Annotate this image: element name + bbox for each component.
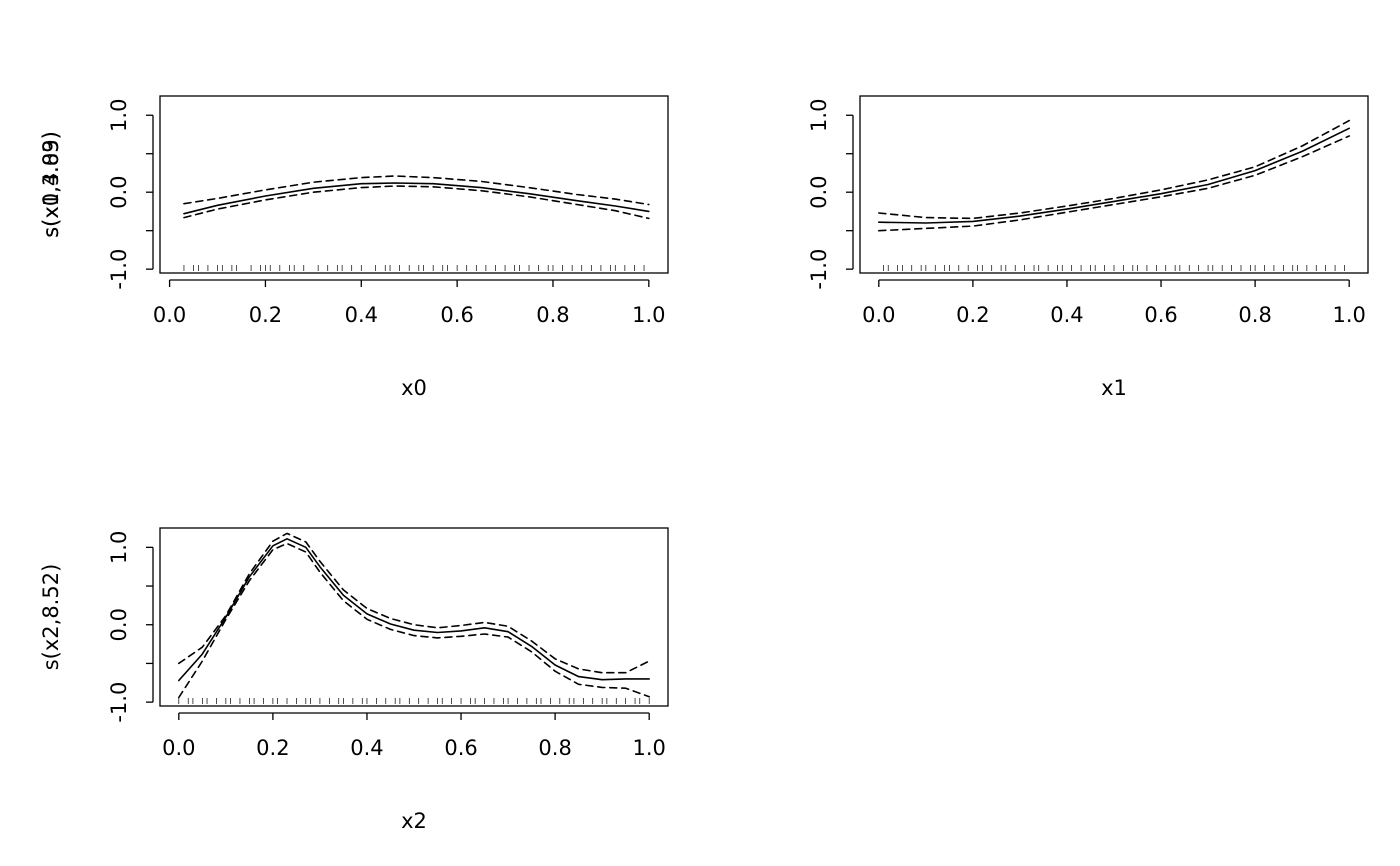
- x-tick-label: 1.0: [1332, 303, 1365, 327]
- x-tick-label: 0.8: [536, 303, 569, 327]
- x-tick-label: 0.8: [1238, 303, 1271, 327]
- x-tick-label: 0.2: [256, 736, 289, 760]
- y-tick-label: 0.0: [807, 175, 831, 208]
- x-tick-label: 0.0: [153, 303, 186, 327]
- y-tick-label: 1.0: [107, 99, 131, 132]
- x-tick-label: 0.8: [538, 736, 571, 760]
- confidence-band-lower: [178, 542, 651, 699]
- x-tick-label: 0.2: [249, 303, 282, 327]
- y-axis-label: s(x2,8.52): [39, 564, 63, 671]
- smooth-fit-line: [178, 537, 651, 682]
- plot-frame: [159, 95, 669, 274]
- x-axis-label: x2: [401, 809, 427, 833]
- y-tick-label: -1.0: [107, 682, 131, 723]
- smooth-fit-line: [877, 127, 1350, 224]
- confidence-band-upper: [183, 175, 650, 206]
- x-tick-label: 0.6: [440, 303, 473, 327]
- x-axis-label: x1: [1101, 376, 1127, 400]
- y-tick-label: -1.0: [807, 249, 831, 290]
- y-tick-label: 0.0: [107, 608, 131, 641]
- x-tick-label: 0.2: [956, 303, 989, 327]
- x-tick-label: 0.4: [345, 303, 378, 327]
- confidence-band-upper: [178, 532, 651, 674]
- confidence-band-upper: [877, 119, 1350, 220]
- plot-frame: [159, 527, 669, 707]
- x-tick-label: 0.6: [1144, 303, 1177, 327]
- x-tick-label: 0.0: [862, 303, 895, 327]
- x-tick-label: 1.0: [632, 736, 665, 760]
- x-tick-label: 0.4: [1050, 303, 1083, 327]
- smooth-fit-line: [183, 182, 650, 215]
- y-tick-label: 0.0: [107, 175, 131, 208]
- panel-2: 0.0 0.2 0.4 0.6 0.8 1.0 -1.0 0.0 1.0 x2 s(x2,8.52): [39, 527, 669, 833]
- y-tick-label: 1.0: [107, 531, 131, 564]
- x-axis-label: x0: [401, 376, 427, 400]
- panel-1: 0.0 0.2 0.4 0.6 0.8 1.0 -1.0 0.0 1.0 x1 s(x1,4.09): [39, 95, 1369, 400]
- x-tick-label: 0.0: [162, 736, 195, 760]
- confidence-band-lower: [877, 135, 1350, 232]
- y-tick-label: 1.0: [807, 99, 831, 132]
- panel-0: 0.0 0.2 0.4 0.6 0.8 1.0 -1.0 0.0 1.0 x0 s(x0,3.83): [39, 95, 669, 400]
- x-tick-label: 0.6: [444, 736, 477, 760]
- x-tick-label: 1.0: [632, 303, 665, 327]
- plot-frame: [859, 95, 1369, 274]
- y-tick-label: -1.0: [107, 249, 131, 290]
- y-axis-label: s(x0,3.83): [39, 131, 63, 238]
- x-tick-label: 0.4: [350, 736, 383, 760]
- confidence-band-lower: [183, 185, 650, 220]
- y-axis-label: s(x1,4.09): [39, 131, 63, 238]
